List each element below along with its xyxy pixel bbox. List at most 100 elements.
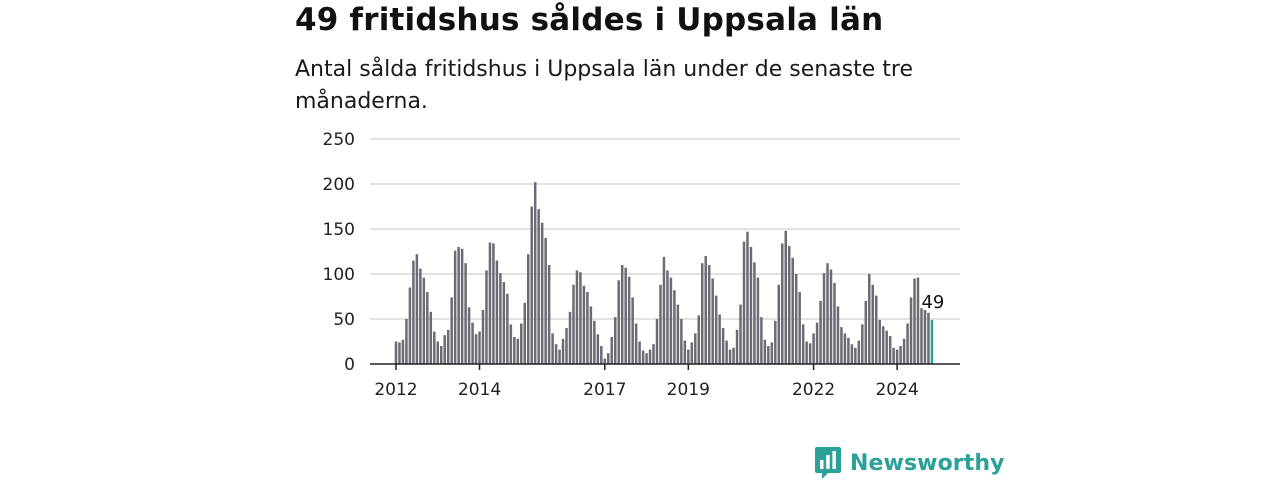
brand-name: Newsworthy [850, 450, 1005, 476]
bar [575, 270, 579, 364]
bar [460, 248, 464, 364]
bar [676, 304, 680, 364]
bar [467, 307, 471, 364]
bar [523, 302, 527, 364]
bar [690, 342, 694, 364]
bar [502, 282, 506, 364]
bar [777, 284, 781, 364]
bar [916, 277, 920, 364]
bar [878, 319, 881, 364]
bar [728, 349, 732, 364]
bar [610, 337, 614, 364]
bar [707, 265, 711, 364]
bar [516, 338, 520, 364]
bar [600, 346, 603, 364]
bar [735, 329, 739, 364]
bar [593, 320, 596, 364]
bar [634, 323, 638, 364]
bar [572, 284, 575, 364]
bar [787, 246, 791, 364]
bar [784, 230, 788, 364]
bar [579, 272, 582, 364]
bar [648, 349, 652, 364]
chart-title: 49 fritidshus såldes i Uppsala län [295, 2, 884, 38]
bar [662, 256, 666, 364]
bar [927, 312, 930, 364]
bar [770, 342, 774, 364]
bar [506, 293, 509, 364]
bar [888, 336, 892, 364]
bar [558, 349, 561, 364]
bar [781, 243, 784, 364]
bar [520, 323, 523, 364]
bar [429, 311, 433, 364]
bar [554, 344, 558, 364]
x-tick-label: 2019 [667, 380, 710, 400]
bar [426, 292, 429, 364]
bar [471, 322, 474, 364]
bar [422, 277, 426, 364]
bar [617, 280, 620, 364]
bar [683, 340, 687, 364]
bar [492, 243, 495, 364]
bar [433, 331, 436, 364]
bar [443, 335, 446, 364]
y-tick-label: 100 [323, 265, 355, 285]
bar-chart: 0 50 100 150 200 250 2012 2014 2017 2019 2022 2024 4… [323, 130, 960, 400]
bar [725, 340, 728, 364]
highlight-bar [930, 319, 934, 364]
bar [457, 247, 460, 364]
bar [526, 254, 530, 364]
highlight-data-label: 49 [921, 292, 944, 313]
bar [767, 346, 770, 364]
bar [836, 306, 840, 364]
brand-logo[interactable]: Newsworthy [814, 446, 1005, 480]
bar [895, 349, 899, 364]
bar [631, 297, 634, 364]
bar [666, 270, 669, 364]
x-tick-label: 2014 [458, 380, 501, 400]
bar [446, 329, 450, 364]
bar [913, 278, 916, 364]
bar [749, 247, 753, 364]
bar [874, 295, 878, 364]
bar [756, 277, 760, 364]
bar [652, 344, 655, 364]
bar [450, 297, 453, 364]
bar [582, 285, 586, 364]
bar [408, 287, 412, 364]
bar [826, 263, 829, 364]
bar [732, 347, 735, 364]
bar [624, 267, 627, 364]
x-tick-label: 2022 [792, 380, 835, 400]
bar [791, 257, 794, 364]
bar [415, 254, 419, 364]
bar [833, 283, 836, 364]
bar [920, 308, 923, 364]
bar [812, 333, 815, 364]
bar [829, 269, 833, 364]
newsworthy-logo-icon [815, 447, 841, 479]
axes [370, 363, 960, 370]
bar [453, 250, 457, 364]
bar [551, 333, 554, 364]
bar [568, 311, 572, 364]
bar [474, 334, 478, 364]
bar [673, 290, 676, 364]
bar [499, 273, 502, 364]
x-tick-label: 2017 [583, 380, 626, 400]
y-tick-label: 150 [323, 220, 355, 240]
labels: 0 50 100 150 200 250 2012 2014 2017 2019 2022 2024 4… [323, 130, 945, 400]
bar [464, 263, 467, 364]
bar [398, 342, 401, 364]
bar [711, 278, 714, 364]
bar [687, 349, 690, 364]
bar [641, 350, 645, 364]
y-tick-label: 0 [344, 355, 355, 375]
bars [394, 182, 934, 364]
gridlines [370, 138, 960, 320]
bar [794, 274, 798, 364]
bar [798, 292, 801, 364]
bar [864, 301, 868, 364]
bar [561, 338, 565, 364]
